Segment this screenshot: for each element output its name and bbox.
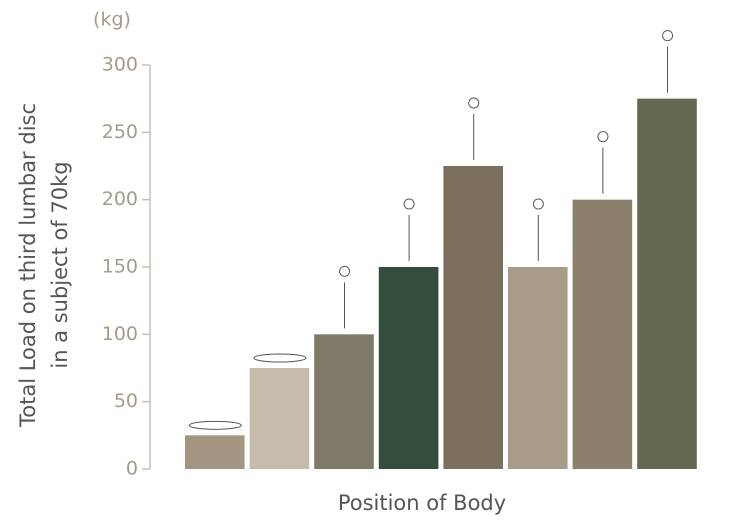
posture-icon bbox=[340, 266, 350, 328]
bar bbox=[443, 166, 503, 469]
bar bbox=[250, 368, 310, 469]
y-tick-label: 50 bbox=[114, 390, 138, 412]
posture-icon bbox=[533, 199, 543, 261]
icon-shape bbox=[189, 421, 241, 429]
y-tick-label: 100 bbox=[102, 323, 138, 345]
y-axis-label: Total Load on third lumbar disc in a sub… bbox=[16, 103, 72, 428]
icon-shape bbox=[254, 354, 306, 362]
posture-icon bbox=[254, 354, 306, 362]
posture-icon bbox=[598, 132, 608, 194]
icon-shape bbox=[340, 266, 350, 328]
bar bbox=[508, 267, 568, 469]
y-tick-label: 0 bbox=[126, 458, 138, 480]
icon-shape bbox=[469, 98, 479, 160]
chart: (kg) Total Load on third lumbar disc in … bbox=[0, 0, 733, 521]
icon-shape bbox=[404, 199, 414, 261]
y-tick-label: 300 bbox=[102, 54, 138, 76]
posture-icon bbox=[663, 31, 673, 93]
y-tick-label: 150 bbox=[102, 256, 138, 278]
y-axis-label-line: in a subject of 70kg bbox=[48, 161, 72, 368]
bar bbox=[573, 200, 633, 469]
bar bbox=[185, 435, 245, 469]
posture-icon bbox=[189, 421, 241, 429]
icon-shape bbox=[533, 199, 543, 261]
y-axis-label-line: Total Load on third lumbar disc bbox=[16, 103, 40, 428]
bar bbox=[379, 267, 439, 469]
icon-shape bbox=[598, 132, 608, 194]
icon-shape bbox=[663, 31, 673, 93]
unit-label: (kg) bbox=[93, 9, 131, 31]
y-tick-label: 250 bbox=[102, 121, 138, 143]
y-tick-label: 200 bbox=[102, 188, 138, 210]
posture-icon bbox=[469, 98, 479, 160]
bar bbox=[637, 99, 697, 469]
x-axis-label: Position of Body bbox=[338, 491, 506, 515]
bar bbox=[314, 334, 374, 469]
posture-icon bbox=[404, 199, 414, 261]
